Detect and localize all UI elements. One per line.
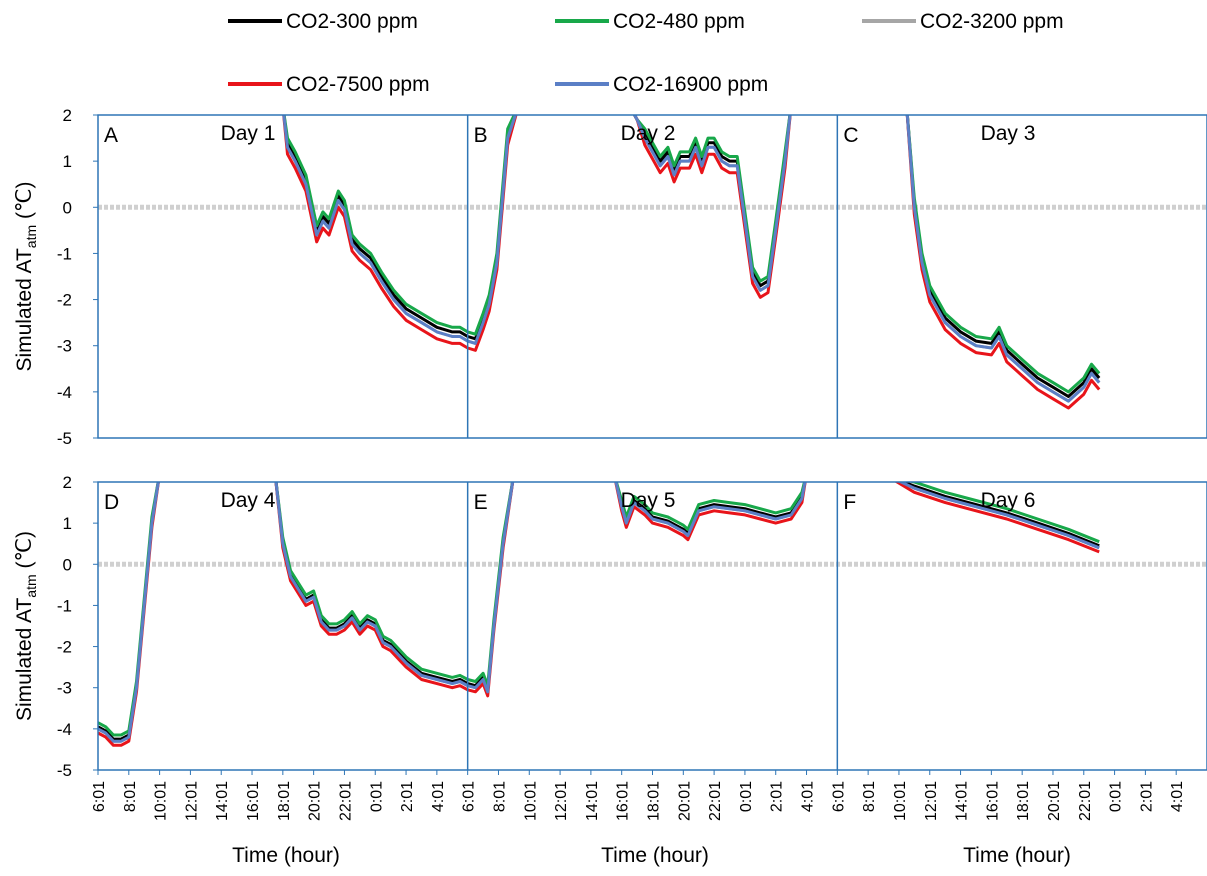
y-tick-label: -2 [57, 638, 72, 657]
x-tick-label: 22:01 [707, 781, 724, 821]
y-tick-label: -2 [57, 291, 72, 310]
y-tick-label: -4 [57, 720, 72, 739]
y-tick-label: 1 [63, 152, 72, 171]
y-axis-title: Simulated ATatm (℃) [13, 181, 39, 371]
x-tick-label: 8:01 [492, 781, 509, 812]
series-line-co2-3200-ppm [98, 482, 1100, 743]
x-tick-label: 2:01 [769, 781, 786, 812]
series-line-co2-16900-ppm [98, 482, 1100, 743]
x-tick-label: 10:01 [892, 781, 909, 821]
x-tick-label: 22:01 [1077, 781, 1094, 821]
y-tick-label: 1 [63, 514, 72, 533]
x-tick-label: 4:01 [1169, 781, 1186, 812]
panel-letter: F [843, 491, 856, 514]
panel-letter: E [474, 491, 488, 514]
x-axis-title: Time (hour) [601, 844, 709, 867]
x-tick-label: 14:01 [954, 781, 971, 821]
y-tick-label: 2 [63, 106, 72, 125]
x-axis-title: Time (hour) [963, 844, 1071, 867]
x-tick-label: 6:01 [461, 781, 478, 812]
x-tick-label: 18:01 [1015, 781, 1032, 821]
x-tick-label: 4:01 [800, 781, 817, 812]
x-tick-label: 0:01 [738, 781, 755, 812]
legend-label-co2-7500-ppm: CO2-7500 ppm [286, 73, 430, 96]
chart-panels: A Day 1 B Day 2 C Day 3 D Day 4 E Day 5 F Day 6 [97, 114, 1207, 771]
legend-label-co2-300-ppm: CO2-300 ppm [286, 10, 418, 33]
x-tick-label: 2:01 [1138, 781, 1155, 812]
x-tick-label: 14:01 [584, 781, 601, 821]
day-label: Day 2 [621, 122, 676, 145]
x-tick-label: 4:01 [430, 781, 447, 812]
legend-label-co2-480-ppm: CO2-480 ppm [613, 10, 745, 33]
panel-letter: C [843, 124, 858, 147]
x-tick-label: 8:01 [122, 781, 139, 812]
day-label: Day 3 [981, 122, 1036, 145]
day-label: Day 5 [621, 489, 676, 512]
x-tick-label: 10:01 [153, 781, 170, 821]
day-label: Day 6 [981, 489, 1036, 512]
x-tick-label: 8:01 [861, 781, 878, 812]
y-tick-label: -4 [57, 383, 72, 402]
series-line-co2-300-ppm [282, 115, 1101, 398]
panel-letter: D [104, 491, 119, 514]
series-line-co2-7500-ppm [282, 115, 1101, 410]
x-tick-label: 16:01 [245, 781, 262, 821]
x-tick-label: 18:01 [276, 781, 293, 821]
x-axis: 6:01 8:01 10:01 12:01 14:01 16:01 18:01 20:01 22… [91, 770, 1186, 821]
y-tick-label: -1 [57, 244, 72, 263]
y-tick-label: -3 [57, 337, 72, 356]
series-line-co2-7500-ppm [98, 482, 1100, 747]
series-line-co2-480-ppm [282, 115, 1101, 394]
series-line-co2-300-ppm [98, 482, 1100, 741]
day-label: Day 4 [221, 489, 276, 512]
x-tick-label: 6:01 [830, 781, 847, 812]
x-axis-title: Time (hour) [232, 844, 340, 867]
y-tick-label: 0 [63, 555, 72, 574]
y-axis: 2 1 0 -1 -2 -3 -4 -5 2 1 0 -1 -2 -3 -4 -5 [57, 106, 98, 780]
x-tick-label: 20:01 [1046, 781, 1063, 821]
x-tick-label: 20:01 [307, 781, 324, 821]
y-tick-label: -5 [57, 761, 72, 780]
x-tick-label: 2:01 [399, 781, 416, 812]
y-axis-title: Simulated ATatm (℃) [13, 531, 39, 721]
legend-label-co2-3200-ppm: CO2-3200 ppm [920, 10, 1064, 33]
x-tick-label: 16:01 [615, 781, 632, 821]
series-line-co2-480-ppm [98, 482, 1100, 737]
legend: CO2-300 ppm CO2-480 ppm CO2-3200 ppm CO2-75… [228, 10, 1064, 96]
y-tick-label: -1 [57, 596, 72, 615]
chart-row-1: A Day 1 B Day 2 C Day 3 [97, 114, 1207, 439]
x-tick-label: 0:01 [1108, 781, 1125, 812]
x-tick-label: 10:01 [522, 781, 539, 821]
series-lines [98, 482, 1100, 747]
plot-frame [97, 114, 1207, 439]
y-tick-label: 2 [63, 473, 72, 492]
y-tick-label: -5 [57, 429, 72, 448]
x-tick-label: 12:01 [553, 781, 570, 821]
x-tick-label: 20:01 [676, 781, 693, 821]
chart-row-2: D Day 4 E Day 5 F Day 6 [97, 481, 1207, 771]
panel-letter: B [474, 124, 488, 147]
x-tick-label: 14:01 [214, 781, 231, 821]
axis-titles: Simulated ATatm (℃) Simulated ATatm (℃) Ti… [13, 181, 1071, 867]
x-tick-label: 16:01 [984, 781, 1001, 821]
legend-label-co2-16900-ppm: CO2-16900 ppm [613, 73, 768, 96]
x-tick-label: 6:01 [91, 781, 108, 812]
day-label: Day 1 [221, 122, 276, 145]
panel-letter: A [104, 124, 118, 147]
x-tick-label: 12:01 [923, 781, 940, 821]
y-tick-label: 0 [63, 198, 72, 217]
series-lines [282, 115, 1101, 410]
y-tick-label: -3 [57, 679, 72, 698]
x-tick-label: 22:01 [337, 781, 354, 821]
x-tick-label: 12:01 [183, 781, 200, 821]
x-tick-label: 18:01 [646, 781, 663, 821]
x-tick-label: 0:01 [368, 781, 385, 812]
series-line-co2-16900-ppm [282, 115, 1101, 403]
